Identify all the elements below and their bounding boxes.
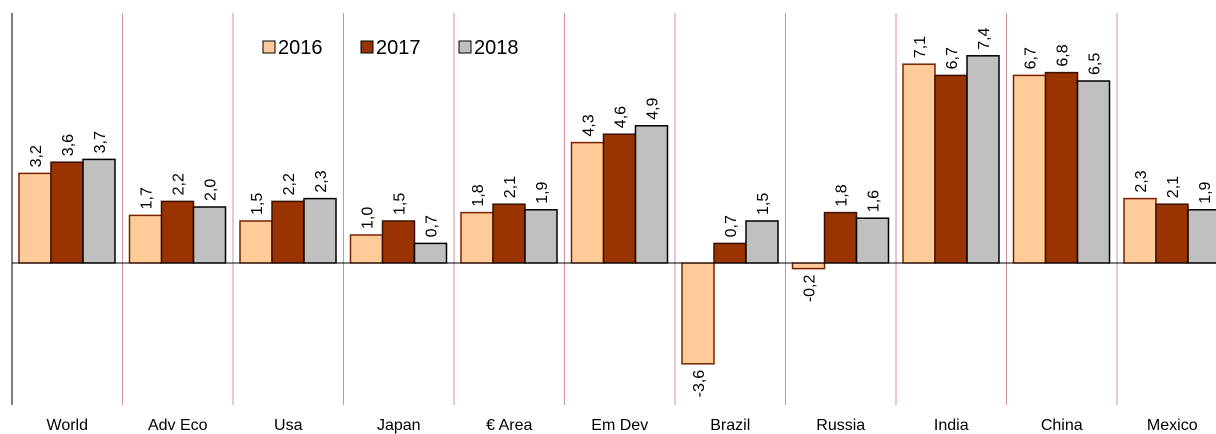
- bar: [966, 55, 1000, 264]
- x-tick-label: € Area: [486, 417, 532, 434]
- value-label: 1,9: [534, 181, 551, 203]
- value-label: 3,6: [60, 134, 77, 156]
- legend-swatch: [360, 40, 374, 54]
- value-label: 2,1: [1165, 176, 1182, 198]
- bar: [1155, 203, 1189, 264]
- value-label: 2,2: [171, 173, 188, 195]
- value-label: 3,2: [28, 145, 45, 167]
- bar: [192, 206, 227, 264]
- legend-label: 2018: [474, 37, 519, 59]
- x-tick-label: World: [47, 417, 89, 434]
- bar: [1044, 71, 1079, 264]
- x-tick-label: Adv Eco: [148, 417, 208, 434]
- x-tick-label: Em Dev: [591, 417, 648, 434]
- value-label: 7,4: [976, 27, 993, 49]
- value-label: 1,6: [866, 190, 883, 212]
- legend-label: 2017: [376, 37, 421, 59]
- value-label: 1,0: [360, 207, 377, 229]
- value-label: 6,8: [1055, 44, 1072, 66]
- x-tick-label: China: [1041, 417, 1083, 434]
- value-label: 2,2: [281, 173, 298, 195]
- value-label: 2,0: [203, 179, 220, 201]
- bar: [902, 63, 936, 264]
- x-tick-label: Russia: [816, 417, 865, 434]
- value-label: 2,3: [1133, 170, 1150, 192]
- value-label: 6,7: [944, 47, 961, 69]
- bar: [1123, 197, 1157, 264]
- legend-swatch: [262, 40, 276, 54]
- bar: [1076, 80, 1111, 264]
- legend-label: 2016: [278, 37, 323, 59]
- value-label: 2,3: [313, 170, 330, 192]
- bar: [50, 161, 84, 264]
- bar: [18, 172, 52, 264]
- bar: [381, 220, 416, 264]
- bar: [460, 211, 494, 264]
- value-label: 1,5: [755, 193, 772, 215]
- bar: [602, 133, 637, 264]
- value-label: 4,6: [613, 106, 630, 128]
- bar: [855, 217, 890, 264]
- value-label: 6,5: [1087, 53, 1104, 75]
- bar: [1187, 209, 1216, 264]
- value-label: 3,7: [92, 131, 109, 153]
- bar: [239, 220, 273, 264]
- x-tick-label: Mexico: [1147, 417, 1198, 434]
- bar: [791, 262, 826, 270]
- value-label: 1,5: [249, 193, 266, 215]
- bar: [413, 242, 448, 264]
- bar: [570, 141, 605, 264]
- bar: [303, 197, 337, 264]
- x-tick-label: India: [934, 417, 969, 434]
- bar: [82, 158, 116, 264]
- value-label: 1,8: [470, 184, 487, 206]
- value-label: 1,7: [139, 187, 156, 209]
- bar: [1012, 74, 1047, 264]
- bar: [349, 234, 384, 264]
- value-label: -0,2: [802, 275, 819, 303]
- value-label: 0,7: [723, 215, 740, 237]
- value-label: 7,1: [912, 36, 929, 58]
- bar: [681, 262, 715, 365]
- value-label: 1,5: [392, 193, 409, 215]
- bar: [823, 211, 858, 264]
- value-label: 6,7: [1023, 47, 1040, 69]
- bar: [713, 242, 747, 264]
- legend-swatch: [458, 40, 472, 54]
- bar: [934, 74, 968, 264]
- value-label: 2,1: [502, 176, 519, 198]
- value-label: 4,3: [581, 114, 598, 136]
- value-label: 1,9: [1197, 181, 1214, 203]
- bar: [492, 203, 526, 264]
- bar: [524, 209, 558, 264]
- x-tick-label: Japan: [377, 417, 421, 434]
- value-label: 0,7: [424, 215, 441, 237]
- bar: [634, 125, 669, 264]
- value-label: 4,9: [645, 97, 662, 119]
- value-label: -3,6: [691, 370, 708, 398]
- bar: [745, 220, 779, 264]
- x-tick-label: Usa: [274, 417, 303, 434]
- bar: [128, 214, 163, 264]
- value-label: 1,8: [834, 184, 851, 206]
- x-tick-label: Brazil: [710, 417, 750, 434]
- bar: [160, 200, 195, 264]
- bar: [271, 200, 305, 264]
